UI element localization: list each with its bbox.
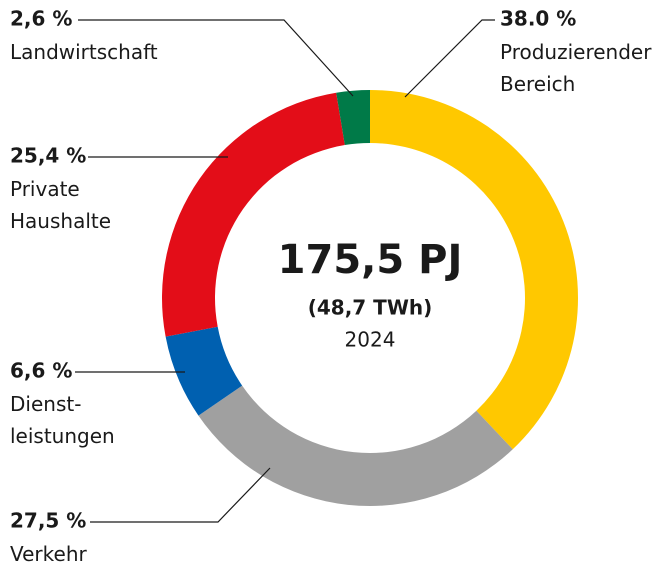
value-label: 6,6 % <box>10 359 72 383</box>
category-label: Dienst-leistungen <box>10 392 115 448</box>
value-label: 27,5 % <box>10 509 86 533</box>
center-title: 175,5 PJ <box>278 237 463 283</box>
donut-segment <box>162 92 345 337</box>
category-label-line: Verkehr <box>10 542 88 565</box>
category-label: Private Haushalte <box>10 177 111 233</box>
value-label: 38.0 % <box>500 7 576 31</box>
donut-segment <box>165 326 243 416</box>
value-label: 2,6 % <box>10 7 72 31</box>
category-label-line: Landwirtschaft <box>10 40 158 64</box>
leader-line <box>78 19 354 97</box>
leader-line <box>404 19 495 98</box>
value-label: 25,4 % <box>10 144 86 168</box>
leader-line <box>90 467 271 523</box>
category-label-line: Haushalte <box>10 209 111 233</box>
center-subtitle: (48,7 TWh) <box>308 296 433 320</box>
donut-segment <box>370 90 579 450</box>
category-label: Verkehr <box>10 542 88 565</box>
category-label-line: leistungen <box>10 424 115 448</box>
category-label-line: Dienst- <box>10 392 81 416</box>
center-note: 2024 <box>345 328 396 352</box>
category-label-line: Private <box>10 177 80 201</box>
donut-segment <box>198 385 513 507</box>
donut-segment <box>336 90 370 146</box>
category-label-line: Produzierender <box>500 40 652 64</box>
category-label: Landwirtschaft <box>10 40 158 64</box>
category-label-line: Bereich <box>500 72 575 96</box>
category-label: Produzierender Bereich <box>500 40 652 96</box>
